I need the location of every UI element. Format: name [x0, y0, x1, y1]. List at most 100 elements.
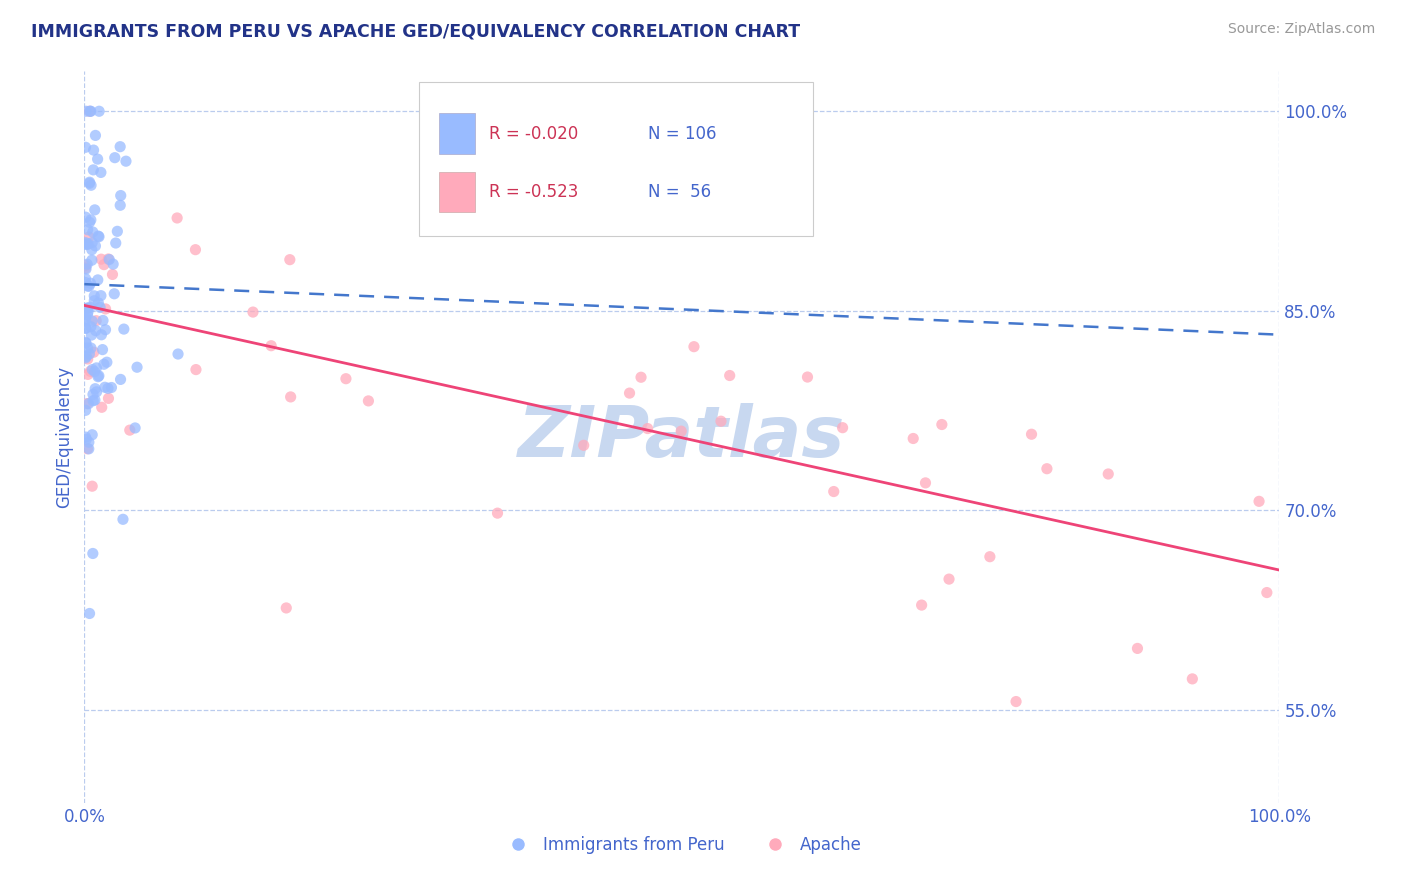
Point	[79, 175, 101, 189]
Point	[76, 257, 98, 271]
Y-axis label: GED/Equivalency: GED/Equivalency	[55, 366, 73, 508]
Point	[80, 178, 103, 193]
Point	[76, 442, 98, 456]
Point	[79, 177, 101, 191]
Point	[75, 140, 97, 154]
Point	[167, 347, 190, 361]
Point	[112, 322, 135, 336]
Point	[108, 139, 131, 153]
Legend: Immigrants from Peru, Apache: Immigrants from Peru, Apache	[495, 829, 869, 860]
Point	[260, 339, 283, 353]
Point	[93, 258, 115, 272]
Point	[77, 305, 100, 319]
Point	[831, 420, 853, 434]
Point	[75, 210, 97, 224]
Point	[77, 435, 100, 450]
Point	[75, 430, 97, 444]
Point	[83, 345, 105, 359]
Point	[718, 368, 741, 383]
Point	[101, 257, 124, 271]
Point	[1256, 585, 1278, 599]
FancyBboxPatch shape	[419, 82, 814, 235]
Point	[823, 484, 845, 499]
Point	[111, 512, 134, 526]
Text: IMMIGRANTS FROM PERU VS APACHE GED/EQUIVALENCY CORRELATION CHART: IMMIGRANTS FROM PERU VS APACHE GED/EQUIV…	[31, 22, 800, 40]
Point	[83, 143, 105, 157]
Point	[103, 286, 125, 301]
Point	[104, 235, 127, 250]
Text: N =  56: N = 56	[648, 183, 711, 201]
Point	[276, 601, 298, 615]
Point	[84, 128, 107, 143]
Point	[94, 323, 117, 337]
Point	[101, 268, 124, 282]
Text: N = 106: N = 106	[648, 125, 717, 143]
Point	[98, 252, 121, 267]
Point	[77, 397, 100, 411]
Point	[242, 305, 264, 319]
Point	[86, 360, 108, 375]
Point	[1097, 467, 1119, 481]
Point	[84, 324, 107, 338]
Point	[83, 202, 105, 217]
Point	[357, 393, 380, 408]
Point	[669, 424, 692, 438]
Point	[104, 151, 127, 165]
Point	[97, 392, 120, 406]
Point	[76, 223, 98, 237]
Point	[280, 390, 302, 404]
Point	[90, 165, 112, 179]
Point	[82, 387, 104, 401]
Point	[796, 370, 818, 384]
Point	[79, 104, 101, 119]
Point	[82, 162, 104, 177]
Point	[79, 347, 101, 361]
Point	[83, 293, 105, 308]
Point	[1126, 641, 1149, 656]
Point	[637, 421, 659, 435]
Point	[84, 382, 107, 396]
Point	[97, 252, 120, 266]
Point	[79, 215, 101, 229]
Point	[710, 414, 733, 428]
Point	[87, 368, 110, 383]
Point	[80, 341, 103, 355]
Point	[619, 386, 641, 401]
Point	[75, 336, 97, 351]
Point	[931, 417, 953, 432]
Point	[115, 154, 138, 169]
Point	[110, 198, 132, 212]
Point	[1005, 694, 1028, 708]
Point	[75, 260, 97, 275]
Point	[110, 372, 132, 386]
Point	[79, 300, 101, 314]
Point	[82, 393, 104, 408]
Point	[96, 355, 118, 369]
Point	[278, 252, 301, 267]
Point	[76, 351, 98, 366]
Point	[1036, 461, 1059, 475]
FancyBboxPatch shape	[439, 113, 475, 153]
Point	[87, 229, 110, 244]
Point	[75, 321, 97, 335]
Point	[90, 252, 112, 267]
Point	[75, 104, 97, 119]
Point	[80, 104, 103, 119]
Point	[84, 314, 107, 328]
Point	[82, 479, 104, 493]
Point	[979, 549, 1001, 564]
Point	[94, 301, 117, 316]
Point	[82, 314, 104, 328]
Text: R = -0.523: R = -0.523	[489, 183, 579, 201]
Point	[77, 279, 100, 293]
Point	[87, 296, 110, 310]
Point	[90, 327, 112, 342]
Point	[76, 301, 98, 315]
Point	[75, 237, 97, 252]
Point	[938, 572, 960, 586]
Point	[83, 289, 105, 303]
Point	[124, 421, 146, 435]
Point	[486, 506, 509, 520]
Point	[82, 225, 104, 239]
Point	[91, 313, 114, 327]
